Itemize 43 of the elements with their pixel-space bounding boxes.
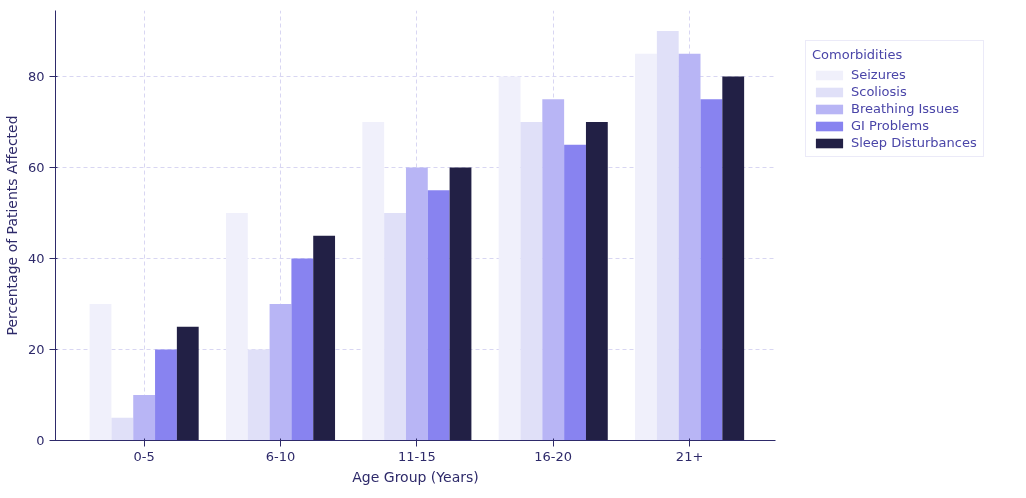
y-tick-label: 20 <box>27 341 45 357</box>
y-tick-label: 60 <box>27 159 45 175</box>
bar <box>247 349 270 441</box>
bar <box>700 99 723 441</box>
bar <box>111 417 134 441</box>
bar <box>384 212 406 441</box>
y-tick-label: 0 <box>36 433 45 448</box>
x-tick-label: 11-15 <box>397 448 436 464</box>
y-axis-title: Percentage of Patients Affected <box>3 115 20 336</box>
bar <box>313 235 336 441</box>
bar <box>449 167 472 441</box>
bar <box>155 349 177 441</box>
bar <box>225 212 248 441</box>
bar <box>291 258 314 441</box>
x-tick-label: 0-5 <box>133 448 155 464</box>
legend-label: Sleep Disturbances <box>851 135 977 150</box>
x-axis-title: Age Group (Years) <box>352 468 479 485</box>
x-tick-label: 21+ <box>675 448 704 464</box>
x-tick-label: 16-20 <box>534 448 573 464</box>
bar <box>520 121 543 441</box>
bar <box>176 326 199 441</box>
bar <box>89 303 112 441</box>
bar <box>405 167 428 441</box>
bar <box>678 53 701 441</box>
x-tick-label: 6-10 <box>265 448 296 464</box>
legend-label: Scoliosis <box>851 84 907 99</box>
legend-label: Seizures <box>851 67 906 82</box>
legend-label: Breathing Issues <box>851 101 959 116</box>
bar <box>269 303 292 441</box>
legend-title: Comorbidities <box>812 47 904 62</box>
legend-label: GI Problems <box>851 118 929 133</box>
bar <box>427 190 450 441</box>
bar <box>656 30 679 441</box>
y-tick-label: 80 <box>27 68 45 84</box>
bar <box>133 395 156 441</box>
bar <box>498 76 521 441</box>
bar <box>564 144 586 441</box>
y-tick-label: 40 <box>27 250 45 266</box>
bar <box>542 99 565 441</box>
bar <box>362 121 385 441</box>
bar <box>585 121 608 441</box>
bar <box>635 53 657 441</box>
bar <box>722 76 745 441</box>
